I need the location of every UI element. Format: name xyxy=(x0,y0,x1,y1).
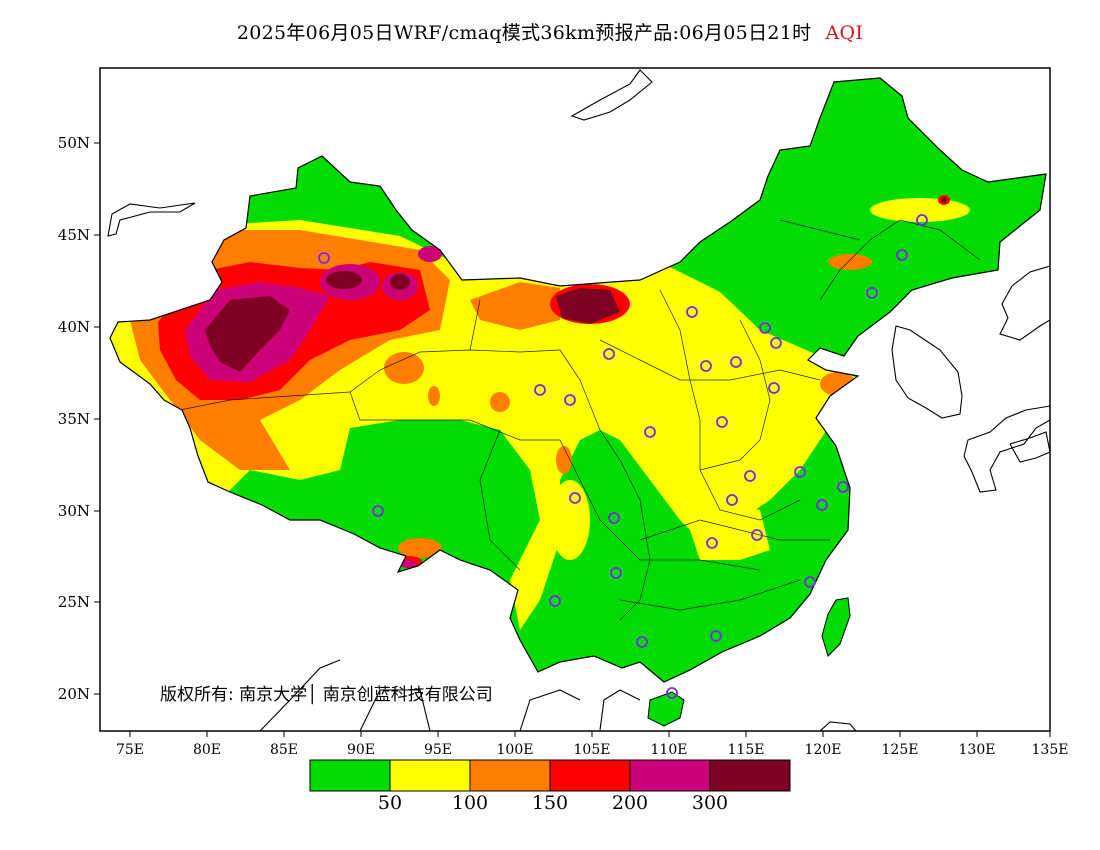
colorbar-break-label: 150 xyxy=(531,792,569,814)
colorbar-swatch-5 xyxy=(629,759,711,792)
colorbar-break-label: 200 xyxy=(611,792,649,814)
lon-label: 80E xyxy=(193,742,221,758)
lon-label: 100E xyxy=(497,742,534,758)
latitude-labels: 50N 45N 40N 35N 30N 25N 20N xyxy=(58,134,90,703)
lon-label: 110E xyxy=(651,742,688,758)
lat-label: 45N xyxy=(58,226,90,244)
station-markers xyxy=(318,214,928,699)
colorbar-swatch-1 xyxy=(309,759,391,792)
colorbar-break-label: 50 xyxy=(377,792,403,814)
lon-label: 120E xyxy=(805,742,842,758)
colorbar-swatch-3 xyxy=(469,759,551,792)
hainan-island xyxy=(647,691,685,727)
title-text: 2025年06月05日WRF/cmaq模式36km预报产品:06月05日21时 xyxy=(236,22,812,44)
longitude-labels: 75E 80E 85E 90E 95E 100E 105E 110E 115E … xyxy=(116,742,1069,758)
colorbar-swatch-4 xyxy=(549,759,631,792)
colorbar-swatch-6 xyxy=(709,759,791,792)
lon-label: 90E xyxy=(347,742,375,758)
china-border xyxy=(109,77,1047,683)
lon-label: 105E xyxy=(574,742,611,758)
colorbar-labels: 50 100 150 200 300 xyxy=(0,792,1100,822)
province-borders xyxy=(179,219,981,621)
aqi-hazardous-field xyxy=(205,197,947,372)
lat-label: 25N xyxy=(58,593,90,611)
lon-label: 135E xyxy=(1032,742,1069,758)
lat-label: 20N xyxy=(58,685,90,703)
lon-label: 85E xyxy=(270,742,298,758)
lon-label: 75E xyxy=(116,742,144,758)
coastlines xyxy=(107,69,1050,731)
colorbar-break-label: 300 xyxy=(691,792,729,814)
copyright-notice: 版权所有: 南京大学│ 南京创蓝科技有限公司 xyxy=(160,685,493,705)
lat-label: 40N xyxy=(58,318,90,336)
colorbar-swatch-2 xyxy=(389,759,471,792)
lon-label: 115E xyxy=(728,742,765,758)
colorbar-break-label: 100 xyxy=(451,792,489,814)
axis-ticks xyxy=(94,142,1051,737)
lat-label: 50N xyxy=(58,134,90,152)
lon-label: 95E xyxy=(424,742,452,758)
lon-label: 125E xyxy=(882,742,919,758)
lon-label: 130E xyxy=(959,742,996,758)
lat-label: 30N xyxy=(58,502,90,520)
title-variable: AQI xyxy=(825,22,864,44)
colorbar xyxy=(309,759,791,792)
map-title: 2025年06月05日WRF/cmaq模式36km预报产品:06月05日21时 A… xyxy=(0,18,1100,45)
lat-label: 35N xyxy=(58,410,90,428)
taiwan-island xyxy=(821,597,851,657)
